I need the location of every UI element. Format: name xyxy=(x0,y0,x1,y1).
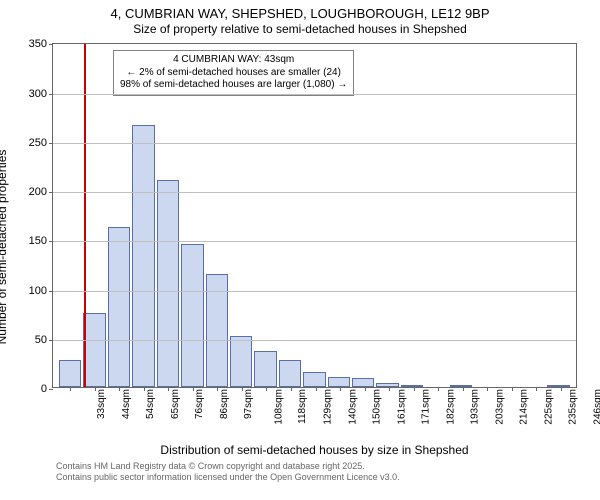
gridline xyxy=(53,340,576,341)
bar xyxy=(59,360,81,388)
x-tick-mark xyxy=(193,387,194,391)
chart-subtitle: Size of property relative to semi-detach… xyxy=(0,22,600,37)
x-tick-mark xyxy=(217,387,218,391)
y-axis-label: Number of semi-detached properties xyxy=(0,150,9,345)
x-tick-mark xyxy=(487,387,488,391)
x-tick-mark xyxy=(266,387,267,391)
y-tick-label: 300 xyxy=(29,88,47,100)
x-tick-label: 214sqm xyxy=(519,389,530,425)
x-tick-label: 182sqm xyxy=(445,389,456,425)
y-tick-mark xyxy=(49,192,53,193)
bar xyxy=(181,244,203,387)
y-tick-label: 150 xyxy=(29,235,47,247)
x-tick-mark xyxy=(438,387,439,391)
bar xyxy=(83,313,105,387)
x-tick-label: 140sqm xyxy=(347,389,358,425)
x-tick-mark xyxy=(291,387,292,391)
y-tick-mark xyxy=(49,291,53,292)
x-tick-mark xyxy=(365,387,366,391)
y-tick-mark xyxy=(49,44,53,45)
x-tick-mark xyxy=(168,387,169,391)
chart-container: 4, CUMBRIAN WAY, SHEPSHED, LOUGHBOROUGH,… xyxy=(0,0,600,483)
y-tick-mark xyxy=(49,389,53,390)
y-tick-label: 250 xyxy=(29,137,47,149)
x-axis-label: Distribution of semi-detached houses by … xyxy=(52,443,577,457)
gridline xyxy=(53,291,576,292)
bar xyxy=(132,125,154,387)
x-tick-label: 97sqm xyxy=(243,389,254,419)
x-tick-label: 108sqm xyxy=(274,389,285,425)
gridline xyxy=(53,192,576,193)
x-tick-label: 54sqm xyxy=(145,389,156,419)
y-tick-label: 350 xyxy=(29,38,47,50)
bar xyxy=(352,378,374,387)
x-tick-mark xyxy=(316,387,317,391)
x-tick-label: 235sqm xyxy=(568,389,579,425)
bar xyxy=(108,227,130,388)
chart-area: Number of semi-detached properties 4 CUM… xyxy=(0,37,600,457)
bar xyxy=(450,385,472,387)
plot-area: 4 CUMBRIAN WAY: 43sqm ← 2% of semi-detac… xyxy=(52,43,577,388)
x-tick-label: 65sqm xyxy=(170,389,181,419)
y-tick-mark xyxy=(49,94,53,95)
bar xyxy=(547,385,569,387)
annotation-box: 4 CUMBRIAN WAY: 43sqm ← 2% of semi-detac… xyxy=(113,50,354,96)
x-tick-mark xyxy=(561,387,562,391)
x-tick-mark xyxy=(512,387,513,391)
bar xyxy=(230,336,252,387)
x-tick-label: 44sqm xyxy=(121,389,132,419)
bar xyxy=(279,360,301,388)
x-tick-label: 203sqm xyxy=(494,389,505,425)
x-tick-label: 193sqm xyxy=(470,389,481,425)
x-tick-label: 129sqm xyxy=(323,389,334,425)
y-tick-label: 0 xyxy=(41,383,47,395)
chart-title: 4, CUMBRIAN WAY, SHEPSHED, LOUGHBOROUGH,… xyxy=(0,6,600,22)
y-tick-mark xyxy=(49,241,53,242)
bar xyxy=(328,377,350,387)
annotation-line-3: 98% of semi-detached houses are larger (… xyxy=(120,79,347,92)
x-tick-label: 86sqm xyxy=(219,389,230,419)
y-tick-label: 200 xyxy=(29,186,47,198)
gridline xyxy=(53,241,576,242)
bar xyxy=(303,372,325,387)
bar xyxy=(376,383,398,387)
x-tick-mark xyxy=(463,387,464,391)
x-tick-label: 171sqm xyxy=(421,389,432,425)
x-tick-label: 225sqm xyxy=(543,389,554,425)
x-tick-mark xyxy=(340,387,341,391)
marker-line xyxy=(84,44,86,387)
x-tick-label: 150sqm xyxy=(372,389,383,425)
x-tick-label: 246sqm xyxy=(592,389,600,425)
bar xyxy=(157,180,179,387)
y-tick-label: 50 xyxy=(35,334,47,346)
bar xyxy=(401,385,423,387)
y-tick-label: 100 xyxy=(29,285,47,297)
attribution-line-2: Contains public sector information licen… xyxy=(56,472,600,483)
x-tick-label: 33sqm xyxy=(96,389,107,419)
bar xyxy=(254,351,276,387)
x-tick-mark xyxy=(95,387,96,391)
attribution: Contains HM Land Registry data © Crown c… xyxy=(0,457,600,483)
x-tick-mark xyxy=(119,387,120,391)
attribution-line-1: Contains HM Land Registry data © Crown c… xyxy=(56,461,600,472)
x-tick-mark xyxy=(414,387,415,391)
x-tick-label: 118sqm xyxy=(297,389,308,424)
y-tick-mark xyxy=(49,340,53,341)
gridline xyxy=(53,143,576,144)
annotation-line-1: 4 CUMBRIAN WAY: 43sqm xyxy=(120,54,347,67)
gridline xyxy=(53,94,576,95)
x-tick-mark xyxy=(389,387,390,391)
y-tick-mark xyxy=(49,143,53,144)
title-block: 4, CUMBRIAN WAY, SHEPSHED, LOUGHBOROUGH,… xyxy=(0,0,600,37)
x-tick-mark xyxy=(144,387,145,391)
x-tick-mark xyxy=(242,387,243,391)
x-tick-mark xyxy=(536,387,537,391)
x-tick-label: 76sqm xyxy=(194,389,205,419)
x-tick-label: 161sqm xyxy=(396,389,407,425)
x-tick-mark xyxy=(70,387,71,391)
annotation-line-2: ← 2% of semi-detached houses are smaller… xyxy=(120,67,347,80)
